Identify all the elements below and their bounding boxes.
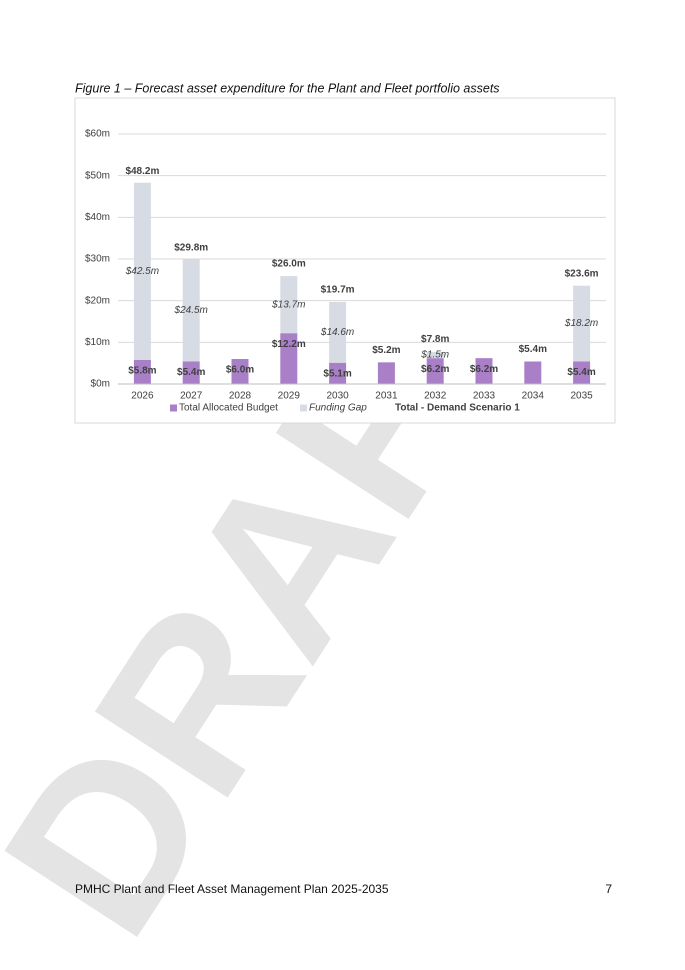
- x-tick-label: 2029: [278, 391, 301, 402]
- y-tick-label: $10m: [85, 337, 110, 348]
- page-number: 7: [605, 882, 612, 896]
- bar-segment: [377, 362, 395, 384]
- bar-segment: [426, 358, 444, 384]
- y-tick-label: $0m: [91, 379, 110, 390]
- total-label: $23.6m: [565, 268, 599, 279]
- data-label: $12.2m: [272, 339, 306, 350]
- total-label: $29.8m: [174, 242, 208, 253]
- bar-segment: [133, 359, 151, 384]
- x-tick-label: 2035: [570, 391, 593, 402]
- footer-title: PMHC Plant and Fleet Asset Management Pl…: [75, 882, 389, 896]
- data-label: $5.8m: [128, 365, 156, 376]
- x-tick-label: 2030: [326, 391, 349, 402]
- data-label: $6.0m: [226, 365, 254, 376]
- total-label: $19.7m: [321, 285, 355, 296]
- bar-segment: [573, 285, 591, 362]
- bar-segment: [231, 359, 249, 384]
- data-label: $6.2m: [470, 364, 498, 375]
- data-label: $5.4m: [567, 367, 595, 378]
- legend-swatch: [170, 404, 177, 412]
- x-tick-label: 2034: [522, 391, 545, 402]
- bar-segment: [329, 362, 347, 384]
- bar-segment: [280, 333, 298, 384]
- y-tick-label: $50m: [85, 170, 110, 181]
- data-label: $13.7m: [271, 299, 305, 310]
- figure-caption: Figure 1 – Forecast asset expenditure fo…: [75, 81, 500, 95]
- data-label: $14.6m: [320, 327, 354, 338]
- data-label: $5.4m: [177, 367, 205, 378]
- x-tick-label: 2026: [131, 391, 154, 402]
- y-tick-label: $40m: [85, 212, 110, 223]
- y-tick-label: $20m: [85, 295, 110, 306]
- y-tick-label: $30m: [85, 254, 110, 265]
- x-tick-label: 2032: [424, 391, 447, 402]
- bar-segment: [133, 182, 151, 360]
- bar-segment: [524, 361, 542, 384]
- data-label: $5.1m: [323, 368, 351, 379]
- data-label: $42.5m: [125, 266, 159, 277]
- total-label: $5.4m: [519, 344, 547, 355]
- bar-segment: [280, 276, 298, 334]
- data-label: $6.2m: [421, 364, 449, 375]
- data-label: $24.5m: [174, 305, 208, 316]
- x-tick-label: 2033: [473, 391, 496, 402]
- bar-segment: [573, 361, 591, 384]
- data-label: $18.2m: [564, 318, 598, 329]
- total-label: $48.2m: [125, 166, 159, 177]
- legend-label: Funding Gap: [309, 403, 367, 414]
- y-tick-label: $60m: [85, 129, 110, 140]
- bar-segment: [182, 361, 200, 384]
- total-label: $26.0m: [272, 258, 306, 269]
- total-label: $5.2m: [372, 345, 400, 356]
- legend-label: Total Allocated Budget: [179, 403, 278, 414]
- bar-segment: [182, 259, 200, 362]
- bar-segment: [475, 358, 493, 384]
- data-label: $1.5m: [420, 350, 449, 361]
- bar-segment: [329, 301, 347, 363]
- total-label: $7.8m: [421, 334, 449, 345]
- x-tick-label: 2028: [229, 391, 252, 402]
- x-tick-label: 2031: [375, 391, 398, 402]
- bar-segment: [426, 351, 444, 359]
- legend-label: Total - Demand Scenario 1: [395, 403, 520, 414]
- legend-swatch: [300, 404, 307, 412]
- x-tick-label: 2027: [180, 391, 203, 402]
